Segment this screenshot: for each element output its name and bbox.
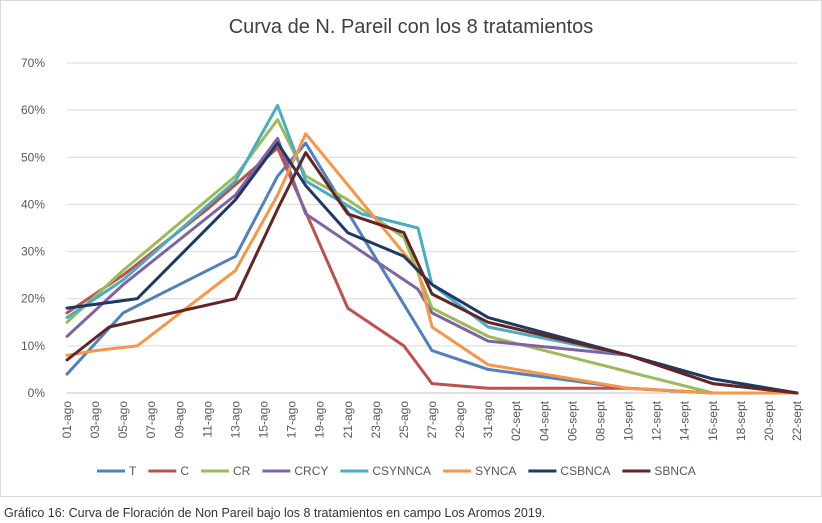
y-tick-label: 60% (21, 103, 45, 117)
legend: T C CR CRCY CSYNNCA SYNCA CSBNCA SBNCA (97, 464, 696, 478)
x-tick-label: 14-sept (678, 400, 692, 441)
y-tick-label: 10% (21, 339, 45, 353)
x-tick-label: 04-sept (537, 400, 551, 441)
x-tick-label: 22-sept (790, 400, 804, 441)
x-tick-label: 05-ago (116, 401, 130, 439)
x-tick-label: 29-ago (453, 401, 467, 439)
y-tick-label: 70% (21, 56, 45, 70)
x-tick-label: 11-ago (200, 401, 214, 438)
x-tick-label: 17-ago (285, 401, 299, 439)
chart-title: Curva de N. Pareil con los 8 tratamiento… (228, 16, 594, 38)
legend-label: CR (233, 464, 251, 478)
series-line-cr (65, 118, 799, 395)
y-axis: 0% 10% 20% 30% 40% 50% 60% 70% (21, 56, 45, 400)
x-axis: 01-ago 03-ago 05-ago 07-ago 09-ago 11-ago 13-a… (60, 400, 804, 441)
legend-label: CRCY (294, 464, 328, 478)
x-tick-label: 06-sept (565, 400, 579, 441)
x-tick-label: 19-ago (313, 401, 327, 439)
figure-caption: Gráfico 16: Curva de Floración de Non Pa… (4, 506, 546, 520)
x-tick-label: 09-ago (172, 401, 186, 439)
series-line-t (65, 141, 799, 395)
x-tick-label: 16-sept (706, 400, 720, 441)
legend-label: SBNCA (654, 464, 695, 478)
series-line-crcy (65, 136, 799, 395)
x-tick-label: 13-ago (228, 401, 242, 439)
x-tick-label: 21-ago (341, 401, 355, 439)
gridlines (67, 62, 797, 394)
x-tick-label: 08-sept (593, 400, 607, 441)
x-tick-label: 23-ago (369, 401, 383, 439)
series-line-synca (65, 132, 799, 395)
y-tick-label: 40% (21, 197, 45, 211)
x-tick-label: 12-sept (650, 400, 664, 441)
y-tick-label: 0% (28, 386, 46, 400)
line-chart: 0% 10% 20% 30% 40% 50% 60% 70% 01-ago 03-ago 05-a… (21, 56, 804, 478)
series-line-c (65, 146, 799, 395)
x-tick-label: 18-sept (734, 400, 748, 441)
y-tick-label: 50% (21, 150, 45, 164)
x-tick-label: 15-ago (257, 401, 271, 439)
y-tick-label: 20% (21, 292, 45, 306)
x-tick-label: 03-ago (88, 401, 102, 439)
x-tick-label: 10-sept (622, 400, 636, 441)
x-tick-label: 31-ago (481, 401, 495, 439)
x-tick-label: 25-ago (397, 401, 411, 439)
legend-label: CSYNNCA (372, 464, 431, 478)
legend-label: C (180, 464, 189, 478)
series-lines (65, 103, 799, 395)
x-tick-label: 02-sept (509, 400, 523, 441)
series-line-sbnca (65, 151, 799, 395)
x-tick-label: 20-sept (762, 400, 776, 441)
legend-label: SYNCA (475, 464, 516, 478)
legend-label: T (129, 464, 137, 478)
x-tick-label: 27-ago (425, 401, 439, 439)
y-tick-label: 30% (21, 245, 45, 259)
x-tick-label: 07-ago (144, 401, 158, 439)
series-line-csbnca (65, 141, 799, 395)
legend-label: CSBNCA (560, 464, 610, 478)
x-tick-label: 01-ago (60, 401, 74, 439)
